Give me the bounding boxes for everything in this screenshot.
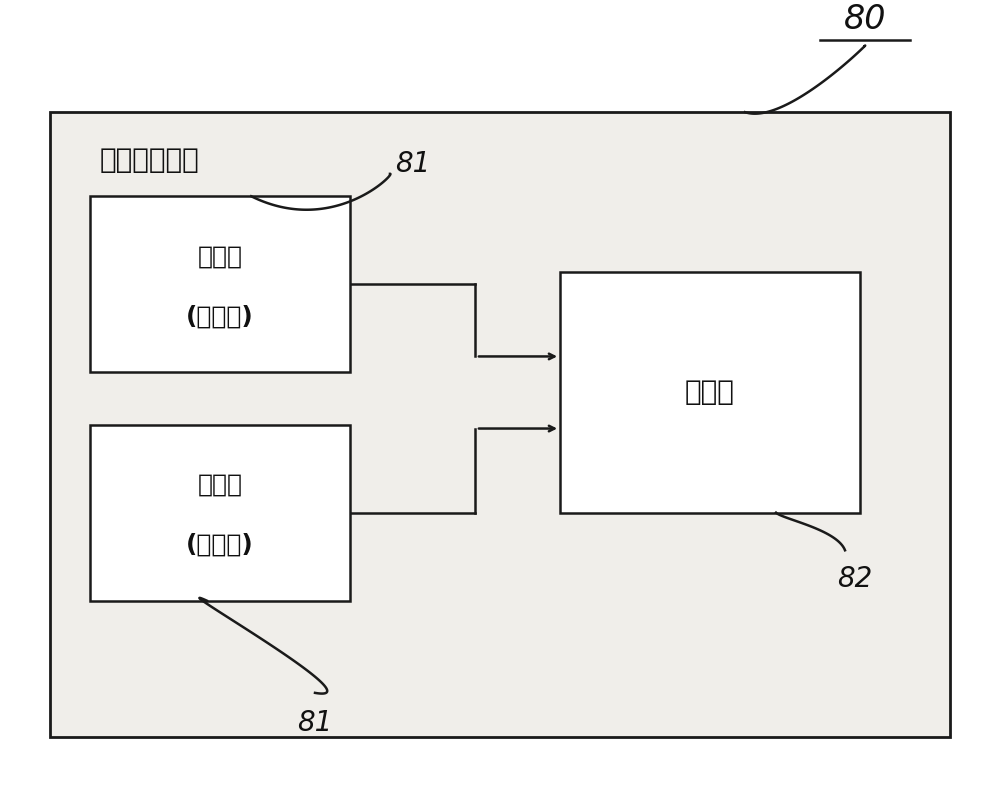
Text: (接触部): (接触部)	[186, 533, 254, 557]
Text: 80: 80	[844, 3, 886, 36]
Bar	[90, 425, 350, 601]
Bar	[560, 272, 860, 513]
Text: 81: 81	[395, 151, 430, 178]
Text: 提供部: 提供部	[198, 473, 242, 497]
Text: 提供部: 提供部	[198, 244, 242, 268]
Bar	[50, 112, 950, 737]
Text: 识别部: 识别部	[685, 379, 735, 406]
Text: (接触部): (接触部)	[186, 304, 254, 328]
Text: 81: 81	[297, 709, 333, 737]
Text: 82: 82	[837, 565, 873, 593]
Text: 触觉选择装置: 触觉选择装置	[100, 147, 200, 174]
Bar	[90, 196, 350, 372]
